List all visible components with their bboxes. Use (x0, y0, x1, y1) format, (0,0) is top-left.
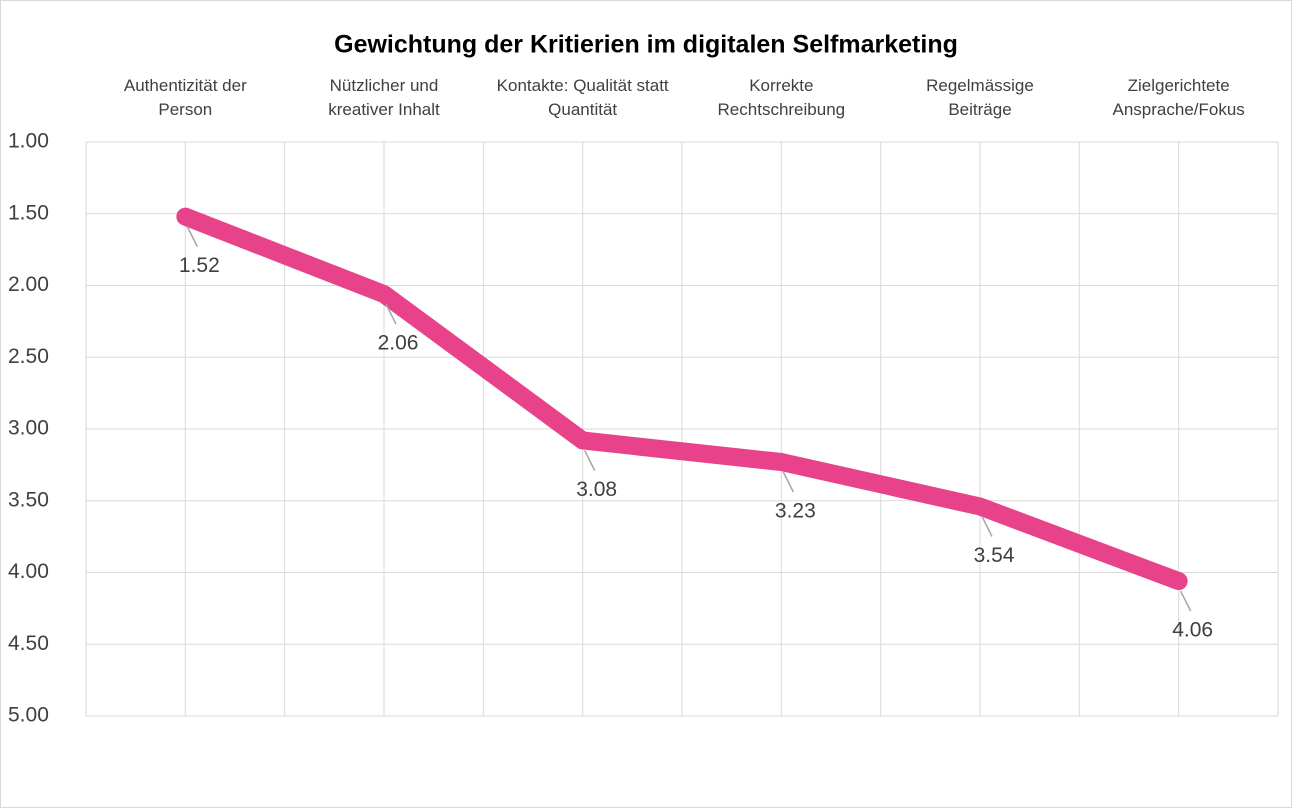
leader-line (782, 471, 795, 493)
leader-line (981, 516, 993, 537)
y-tick-label: 1.00 (8, 130, 49, 153)
x-tick-label: Kontakte: Qualität statt Quantität (496, 76, 669, 119)
leader-line (385, 303, 397, 325)
y-tick-label: 2.00 (8, 273, 49, 296)
x-tick-label: Authentizität der Person (123, 76, 247, 119)
leader-line (186, 226, 199, 247)
y-tick-label: 3.50 (8, 488, 49, 511)
chart-title: Gewichtung der Kritierien im digitalen S… (334, 31, 958, 59)
data-label: 2.06 (378, 332, 419, 355)
y-tick-label: 2.50 (8, 345, 49, 368)
data-label: 1.52 (179, 254, 220, 277)
y-tick-label: 3.00 (8, 417, 49, 440)
data-label: 4.06 (1172, 619, 1213, 642)
data-label: 3.23 (775, 500, 816, 523)
y-tick-label: 5.00 (8, 704, 49, 727)
data-label: 3.54 (974, 544, 1015, 567)
data-line (176, 207, 1188, 591)
leader-line (583, 450, 596, 471)
leader-line (1179, 590, 1192, 612)
x-tick-label: Korrekte Rechtschreibung (717, 76, 846, 119)
y-tick-label: 1.50 (8, 201, 49, 224)
y-tick-label: 4.00 (8, 560, 49, 583)
x-tick-label: Zielgerichtete Ansprache/Fokus (1112, 76, 1245, 119)
x-tick-label: Nützlicher und kreativer Inhalt (328, 76, 440, 119)
x-tick-label: Regelmässige Beiträge (926, 76, 1034, 119)
data-label: 3.08 (576, 478, 617, 501)
y-tick-label: 4.50 (8, 632, 49, 655)
